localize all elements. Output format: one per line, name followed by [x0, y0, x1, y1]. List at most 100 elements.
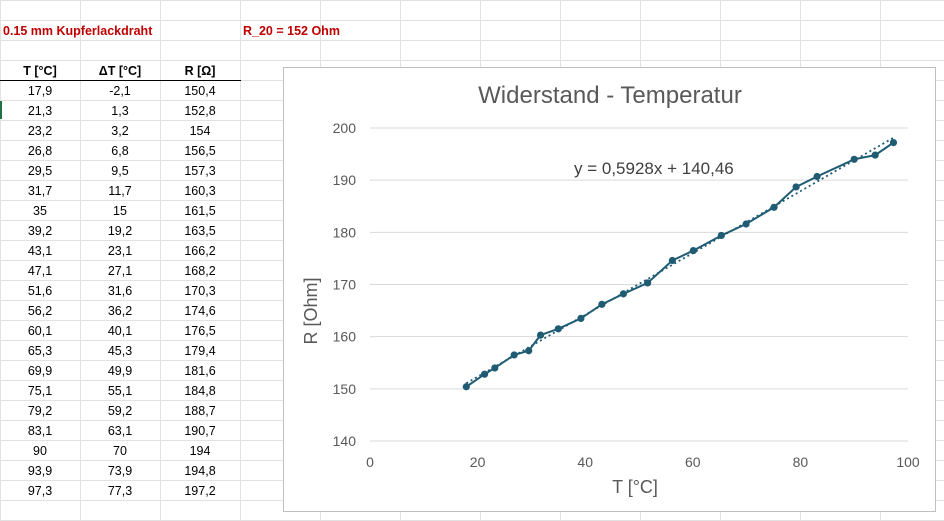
table-cell[interactable]: 23,2	[27, 124, 53, 138]
table-cell[interactable]: 55,1	[107, 384, 133, 398]
chart[interactable]: 140 150 160 170 180 190 200 0 20 40 60 80 100 Widers…	[283, 67, 936, 512]
table-cell[interactable]: 3,2	[111, 124, 129, 138]
table-cell[interactable]: 23,1	[107, 244, 133, 258]
table-cell[interactable]: 63,1	[107, 424, 133, 438]
table-cell[interactable]: 26,8	[27, 144, 53, 158]
data-point[interactable]	[742, 220, 750, 228]
x-tick-label: 0	[366, 454, 374, 470]
table-cell[interactable]: 152,8	[184, 104, 216, 118]
data-point[interactable]	[644, 279, 652, 287]
table-cell[interactable]: 39,2	[27, 224, 53, 238]
table-cell[interactable]: 43,1	[27, 244, 53, 258]
table-cell[interactable]: 29,5	[27, 164, 53, 178]
table-cell[interactable]: 21,3	[27, 104, 53, 118]
r20-cell[interactable]: R_20 = 152 Ohm	[243, 24, 340, 38]
table-cell[interactable]: 69,9	[27, 364, 53, 378]
column-header[interactable]: ΔT [°C]	[98, 64, 142, 78]
table-cell[interactable]: 65,3	[27, 344, 53, 358]
table-cell[interactable]: 27,1	[107, 264, 133, 278]
y-axis-label: R [Ohm]	[301, 277, 321, 344]
table-cell[interactable]: 163,5	[184, 224, 216, 238]
data-point[interactable]	[668, 256, 676, 265]
data-point[interactable]	[871, 151, 879, 159]
table-cell[interactable]: 157,3	[184, 164, 216, 178]
table-cell[interactable]: 6,8	[111, 144, 129, 158]
table-cell[interactable]: 77,3	[107, 484, 133, 498]
table-cell[interactable]: 1,3	[111, 104, 129, 118]
table-cell[interactable]: 197,2	[184, 484, 216, 498]
data-point[interactable]	[598, 300, 606, 308]
table-cell[interactable]: 176,5	[184, 324, 216, 338]
wire-description-cell[interactable]: 0.15 mm Kupferlackdraht	[3, 24, 153, 38]
table-cell[interactable]: 93,9	[27, 464, 53, 478]
trendline-group	[465, 136, 894, 385]
table-cell[interactable]: 17,9	[27, 84, 53, 98]
table-cell[interactable]: 97,3	[27, 484, 53, 498]
column-header[interactable]: T [°C]	[23, 64, 57, 78]
table-cell[interactable]: 194,8	[184, 464, 216, 478]
table-cell[interactable]: 79,2	[27, 404, 53, 418]
table-cell[interactable]: 45,3	[107, 344, 133, 358]
table-cell[interactable]: 75,1	[27, 384, 53, 398]
table-cell[interactable]: 40,1	[107, 324, 133, 338]
data-point[interactable]	[689, 246, 697, 255]
table-cell[interactable]: 9,5	[111, 164, 129, 178]
table-cell[interactable]: 73,9	[107, 464, 133, 478]
table-cell[interactable]: 184,8	[184, 384, 216, 398]
y-tick-label: 180	[333, 224, 357, 240]
data-point[interactable]	[619, 290, 627, 298]
data-point[interactable]	[510, 351, 518, 359]
data-point[interactable]	[792, 183, 800, 191]
table-cell[interactable]: 11,7	[108, 184, 132, 198]
data-point[interactable]	[536, 331, 545, 339]
table-cell[interactable]: 83,1	[27, 424, 53, 438]
table-cell[interactable]: 70	[113, 444, 127, 458]
table-cell[interactable]: 188,7	[184, 404, 216, 418]
data-point[interactable]	[554, 325, 562, 333]
table-cell[interactable]: 51,6	[27, 284, 53, 298]
table-cell[interactable]: 49,9	[107, 364, 133, 378]
table-cell[interactable]: 166,2	[184, 244, 216, 258]
table-cell[interactable]: 170,3	[184, 284, 216, 298]
table-cell[interactable]: 19,2	[107, 224, 133, 238]
table-cell[interactable]: 150,4	[184, 84, 216, 98]
data-point[interactable]	[889, 139, 898, 147]
data-point[interactable]	[577, 314, 585, 323]
y-tick-label: 190	[333, 172, 357, 188]
table-cell[interactable]: 154	[189, 124, 211, 138]
x-tick-label: 100	[896, 454, 920, 470]
table-cell[interactable]: 31,7	[27, 184, 53, 198]
table-cell[interactable]: 60,1	[27, 324, 53, 338]
y-tick-label: 160	[333, 329, 357, 345]
table-cell[interactable]: 161,5	[184, 204, 216, 218]
table-cell[interactable]: 168,2	[184, 264, 216, 278]
data-point[interactable]	[813, 172, 821, 181]
trendline	[465, 136, 894, 385]
column-header[interactable]: R [Ω]	[184, 64, 216, 78]
table-cell[interactable]: 15	[113, 204, 127, 218]
table-cell[interactable]: 160,3	[184, 184, 216, 198]
x-tick-label: 40	[577, 454, 593, 470]
data-point[interactable]	[525, 347, 533, 355]
table-cell[interactable]: 90	[33, 444, 47, 458]
table-cell[interactable]: 181,6	[184, 364, 216, 378]
table-cell[interactable]: 174,6	[184, 304, 216, 318]
data-point[interactable]	[770, 203, 778, 211]
table-cell[interactable]: 179,4	[184, 344, 216, 358]
table-cell[interactable]: 36,2	[107, 304, 133, 318]
x-tick-label: 60	[685, 454, 701, 470]
data-point[interactable]	[480, 370, 489, 378]
table-cell[interactable]: 59,2	[107, 404, 133, 418]
table-cell[interactable]: 156,5	[184, 144, 216, 158]
data-point[interactable]	[717, 231, 725, 240]
table-cell[interactable]: 31,6	[107, 284, 133, 298]
table-cell[interactable]: 190,7	[184, 424, 216, 438]
table-cell[interactable]: 35	[33, 204, 47, 218]
table-cell[interactable]: 47,1	[27, 264, 53, 278]
table-cell[interactable]: -2,1	[109, 84, 131, 98]
table-cell[interactable]: 56,2	[27, 304, 53, 318]
data-point[interactable]	[491, 364, 499, 372]
table-cell[interactable]: 194	[189, 444, 211, 458]
data-point[interactable]	[850, 155, 858, 163]
data-point[interactable]	[462, 383, 470, 391]
